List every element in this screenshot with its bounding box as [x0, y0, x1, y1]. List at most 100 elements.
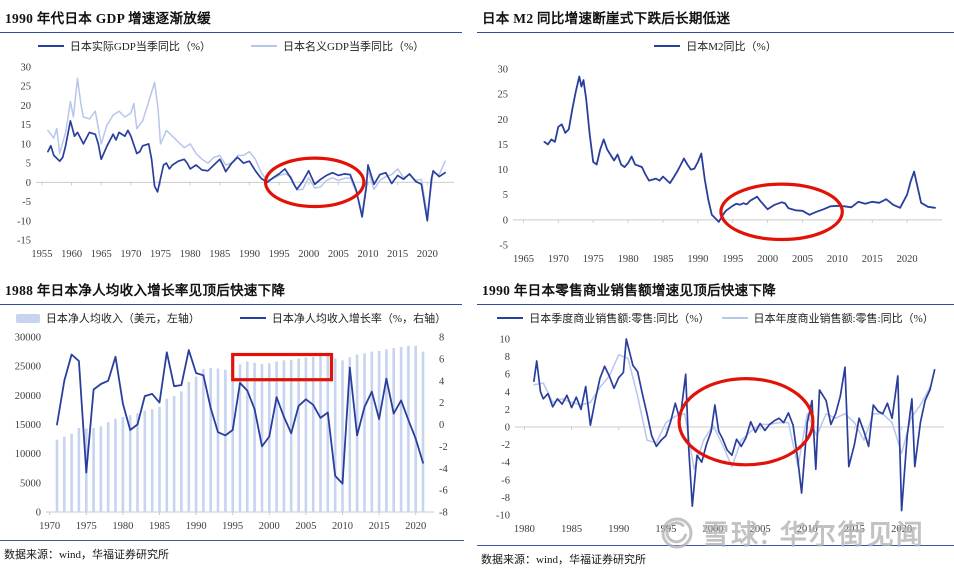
legend-income: 日本净人均收入（美元，左轴） 日本净人均收入增长率（%，右轴） [0, 305, 462, 331]
axis-tick-label: 1985 [209, 249, 230, 260]
axis-tick-label: 2000 [757, 254, 778, 265]
series-line [543, 75, 936, 223]
income-bar [114, 418, 117, 512]
income-bar [231, 370, 234, 513]
income-bar [275, 361, 278, 512]
axis-tick-label: 8 [505, 352, 510, 363]
legend-item: 日本M2同比（%） [654, 38, 777, 54]
panel-gdp: 1990 年代日本 GDP 增速逐渐放缓 日本实际GDP当季同比（%） 日本名义G… [0, 0, 462, 264]
axis-tick-label: 2010 [358, 249, 379, 260]
axis-tick-label: 10 [21, 139, 32, 150]
income-bar [246, 361, 249, 512]
axis-tick-label: 2020 [891, 524, 912, 535]
income-bar [260, 363, 264, 512]
income-bar [63, 436, 66, 512]
income-bar [77, 428, 81, 512]
axis-tick-label: 1980 [180, 249, 201, 260]
legend-label: 日本净人均收入增长率（%，右轴） [271, 313, 447, 325]
income-bar [92, 428, 95, 512]
axis-tick-label: 1990 [239, 249, 260, 260]
axis-tick-label: 1980 [112, 521, 133, 532]
income-bar [319, 355, 322, 512]
legend-label: 日本净人均收入（美元，左轴） [45, 313, 200, 325]
axis-tick-label: -4 [439, 464, 448, 475]
axis-tick-label: 15 [498, 140, 509, 151]
axis-tick-label: 20000 [15, 391, 41, 402]
axis-tick-label: 1990 [186, 521, 207, 532]
income-bar [128, 415, 132, 512]
axis-tick-label: 2020 [405, 521, 426, 532]
axis-tick-label: -5 [22, 197, 31, 208]
income-bar [106, 422, 110, 512]
income-bar [333, 358, 337, 512]
axis-tick-label: 6 [439, 354, 444, 365]
axis-tick-label: 2005 [295, 521, 316, 532]
axis-tick-label: -5 [499, 241, 508, 252]
axis-tick-label: 0 [503, 215, 508, 226]
axis-tick-label: 30 [498, 65, 509, 76]
income-bar [304, 357, 308, 512]
legend-label: 日本M2同比（%） [686, 41, 777, 53]
axis-tick-label: 1965 [513, 254, 534, 265]
panel-retail: 1990 年日本零售商业销售额增速见顶后快速下降 日本季度商业销售额:零售:同比… [477, 272, 954, 541]
axis-tick-label: 1995 [269, 249, 290, 260]
series-line [533, 354, 931, 470]
axis-tick-label: 10 [498, 165, 509, 176]
income-bar [99, 426, 103, 513]
axis-tick-label: -6 [439, 486, 448, 497]
axis-tick-label: 1960 [61, 249, 82, 260]
axis-tick-label: 10 [500, 335, 511, 346]
income-bar [421, 351, 425, 512]
axis-tick-label: 2000 [703, 524, 724, 535]
income-bar [385, 349, 388, 513]
panel-income: 1988 年日本净人均收入增长率见顶后快速下降 日本净人均收入（美元，左轴） 日本… [0, 272, 462, 536]
axis-tick-label: 15 [21, 120, 32, 131]
axis-tick-label: 1970 [39, 521, 60, 532]
income-bar [180, 391, 183, 513]
income-bar [363, 353, 366, 512]
income-bar [209, 367, 212, 512]
annotation-ellipse [719, 182, 844, 242]
axis-tick-label: 1990 [687, 254, 708, 265]
axis-tick-label: 1955 [31, 249, 52, 260]
axis-tick-label: 2010 [332, 521, 353, 532]
axis-tick-label: 2020 [417, 249, 438, 260]
panel-title-retail: 1990 年日本零售商业销售额增速见顶后快速下降 [477, 272, 954, 305]
axis-tick-label: 1975 [76, 521, 97, 532]
legend-line-swatch [37, 45, 64, 47]
axis-tick-label: 2015 [862, 254, 883, 265]
axis-tick-label: 0 [36, 508, 41, 519]
axis-tick-label: 1970 [548, 254, 569, 265]
axis-tick-label: 1970 [120, 249, 141, 260]
axis-tick-label: 25 [498, 90, 509, 101]
axis-tick-label: 1980 [514, 524, 535, 535]
annotation-rect [231, 352, 334, 382]
legend-retail: 日本季度商业销售额:零售:同比（%） 日本年度商业销售额:零售:同比（%） [477, 305, 954, 331]
income-bar [297, 358, 300, 512]
income-bar [238, 364, 242, 512]
series-line [533, 338, 936, 512]
income-bar [311, 356, 315, 512]
income-bar [202, 369, 205, 512]
income-bar [172, 395, 176, 512]
legend-line-swatch [654, 45, 681, 47]
axis-tick-label: 2 [439, 398, 444, 409]
axis-tick-label: 15000 [15, 420, 41, 431]
panel-title-gdp: 1990 年代日本 GDP 增速逐渐放缓 [0, 0, 462, 33]
legend-label: 日本季度商业销售额:零售:同比（%） [529, 313, 710, 325]
income-bar [370, 351, 374, 512]
axis-tick-label: 30000 [15, 333, 41, 344]
income-bar [399, 346, 403, 512]
income-bar [158, 407, 161, 512]
axis-tick-label: 1995 [222, 521, 243, 532]
axis-tick-label: 5 [26, 159, 31, 170]
legend-item: 日本实际GDP当季同比（%） [37, 38, 211, 54]
income-bar [143, 410, 147, 512]
source-note-left: 数据来源：wind，华福证券研究所 [0, 540, 464, 562]
axis-tick-label: 10000 [15, 449, 41, 460]
axis-tick-label: 1975 [150, 249, 171, 260]
axis-tick-label: 20 [498, 115, 509, 126]
legend-item: 日本净人均收入增长率（%，右轴） [239, 310, 447, 326]
income-bar [289, 359, 293, 513]
